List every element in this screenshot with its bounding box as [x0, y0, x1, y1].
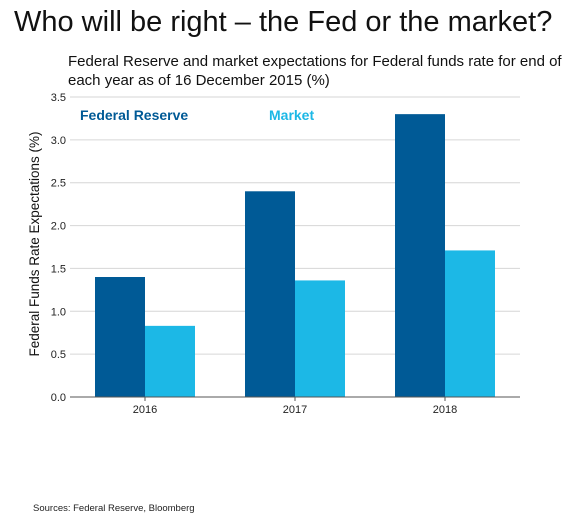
x-tick-label: 2018 — [433, 404, 457, 416]
bar-federal-reserve-2018 — [395, 114, 445, 398]
bars — [95, 114, 495, 398]
bar-federal-reserve-2016 — [95, 277, 145, 397]
bar-market-2017 — [295, 280, 345, 397]
bar-federal-reserve-2017 — [245, 191, 295, 397]
source-note: Sources: Federal Reserve, Bloomberg — [33, 503, 195, 514]
x-tick-label: 2016 — [133, 404, 157, 416]
y-tick-label: 1.5 — [51, 263, 66, 275]
y-tick-label: 3.0 — [51, 135, 66, 147]
y-axis-ticks: 0.0 0.5 1.0 1.5 2.0 2.5 3.0 3.5 — [51, 92, 66, 404]
y-tick-label: 2.5 — [51, 178, 66, 190]
legend: Federal Reserve Market — [80, 107, 314, 123]
legend-item-federal-reserve: Federal Reserve — [80, 107, 188, 123]
y-tick-label: 1.0 — [51, 306, 66, 318]
bar-market-2018 — [445, 250, 495, 397]
bar-market-2016 — [145, 325, 195, 397]
y-axis-label: Federal Funds Rate Expectations (%) — [27, 131, 42, 356]
y-tick-label: 3.5 — [51, 92, 66, 104]
x-tick-label: 2017 — [283, 404, 307, 416]
y-tick-label: 0.5 — [51, 349, 66, 361]
chart-title: Federal Reserve and market expectations … — [68, 53, 562, 89]
x-axis-ticks: 2016 2017 2018 — [133, 397, 457, 416]
page-title: Who will be right – the Fed or the marke… — [14, 6, 553, 38]
y-tick-label: 0.0 — [51, 392, 66, 404]
legend-item-market: Market — [269, 107, 314, 123]
y-tick-label: 2.0 — [51, 221, 66, 233]
